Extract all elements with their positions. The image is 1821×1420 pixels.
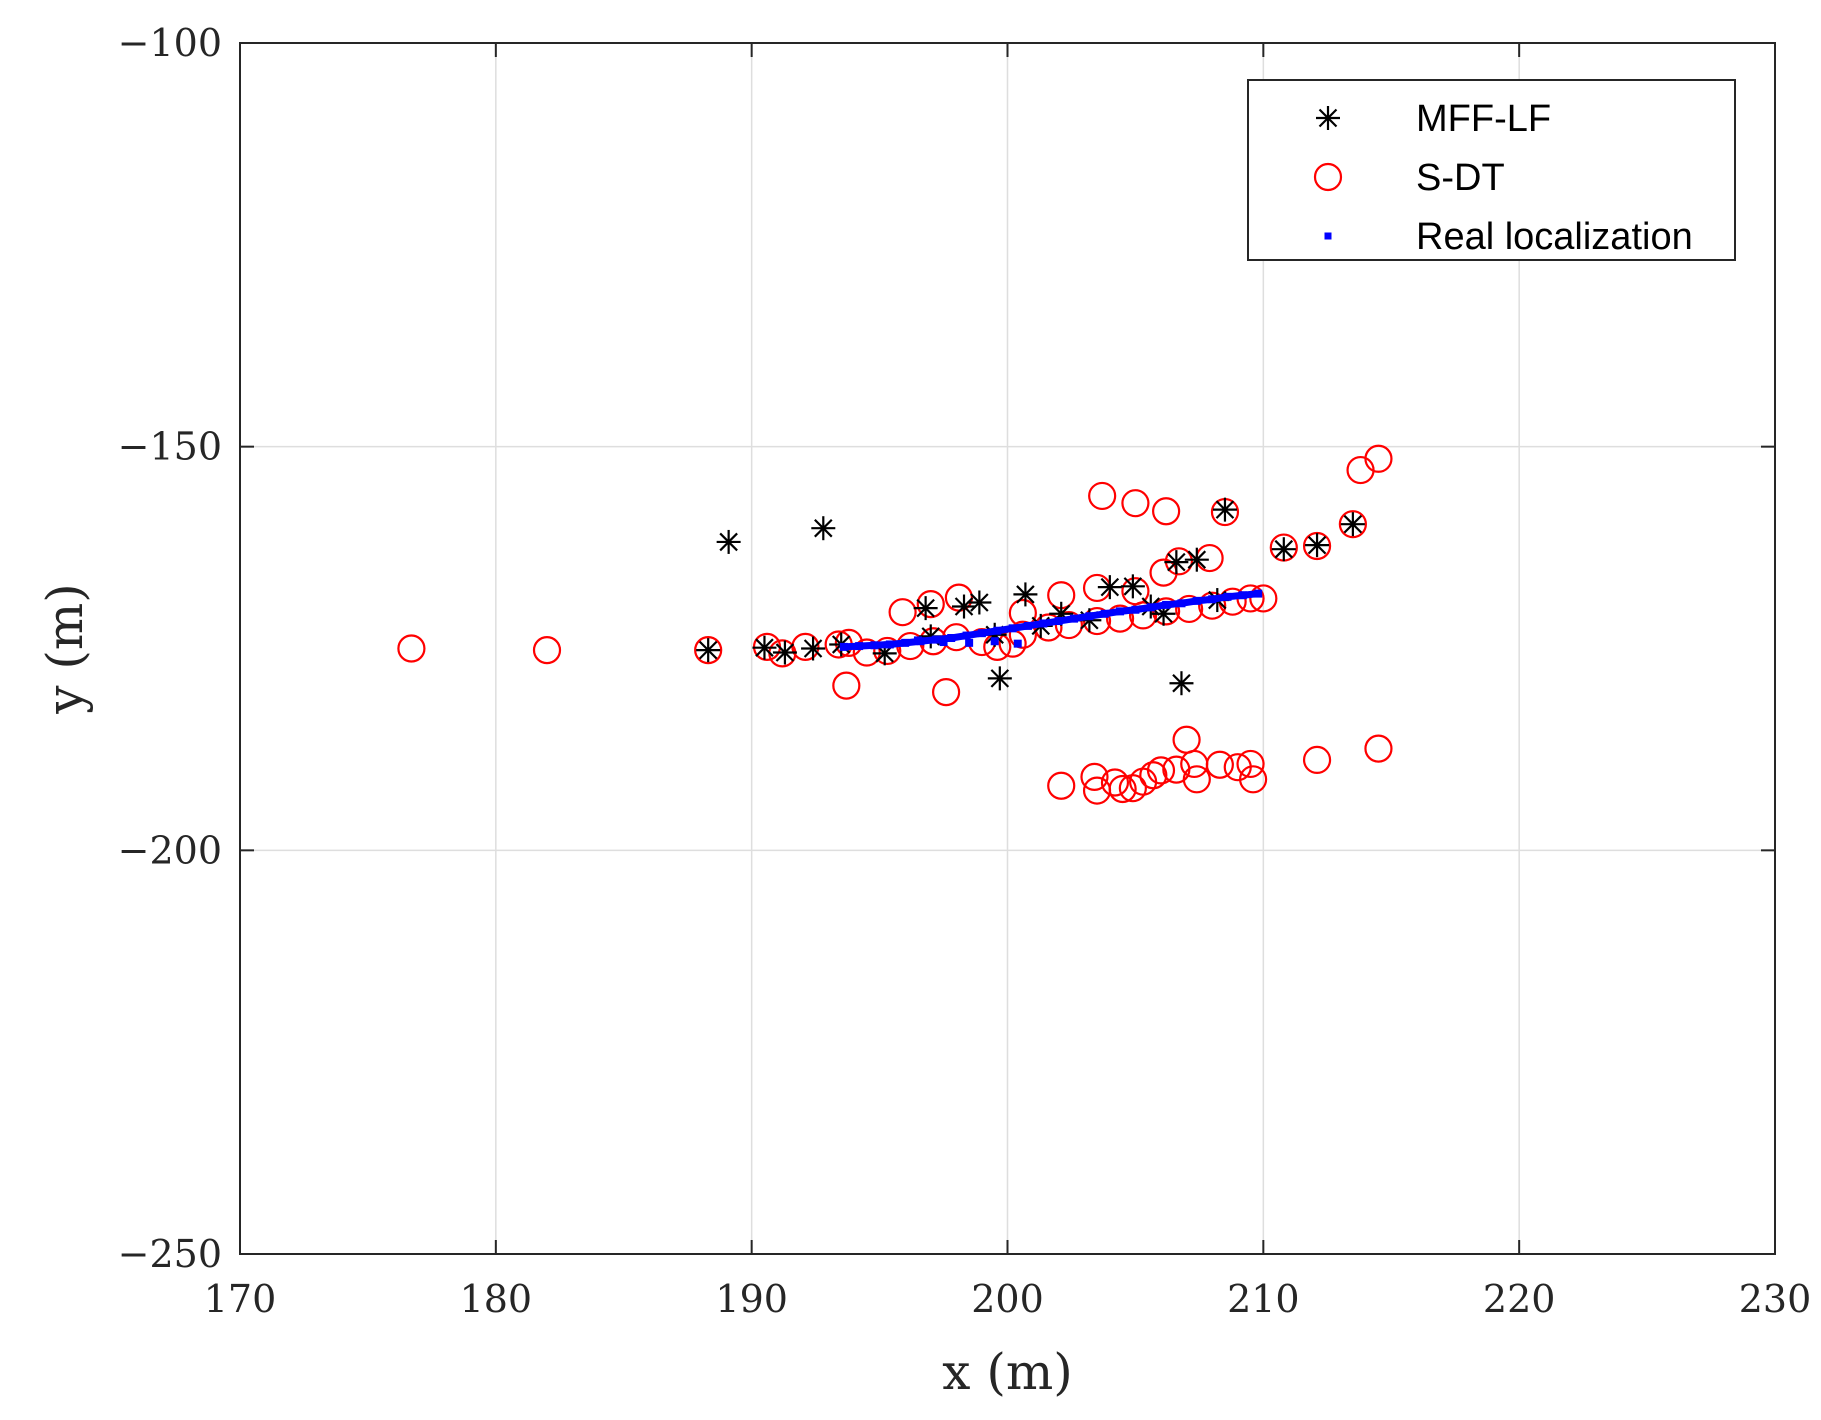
real-localization-point (990, 637, 999, 646)
mff-lf-point (987, 666, 1012, 691)
legend-marker-s-dt (1313, 162, 1343, 192)
s-dt-point (1121, 489, 1150, 518)
s-dt-point (1205, 750, 1234, 779)
s-dt-point (1100, 768, 1130, 797)
y-tick-label: −200 (118, 828, 222, 872)
mff-lf-point (1271, 537, 1296, 562)
s-dt-point (873, 636, 902, 666)
mff-lf-point (1212, 497, 1237, 522)
s-dt-point (1302, 531, 1332, 561)
s-dt-point (1364, 734, 1393, 763)
x-tick-label: 230 (1739, 1277, 1812, 1321)
legend-marker-real-localization (1324, 232, 1332, 240)
mff-lf-point (772, 640, 797, 665)
mff-lf-point (716, 529, 741, 554)
legend-label-s-dt: S-DT (1416, 157, 1505, 199)
s-dt-point (1236, 749, 1265, 779)
s-dt-point (1008, 620, 1037, 649)
s-dt-point (1105, 604, 1135, 633)
x-tick-label: 190 (715, 1277, 788, 1321)
s-dt-point (532, 636, 562, 665)
x-tick-label: 200 (971, 1277, 1044, 1321)
x-tick-label: 170 (204, 1277, 277, 1321)
mff-lf-point (1013, 582, 1038, 607)
x-axis-label: x (m) (942, 1343, 1073, 1401)
s-dt-point (1338, 510, 1367, 539)
legend-label-real-localization: Real localization (1416, 216, 1693, 258)
s-dt-point (916, 589, 945, 619)
s-dt-point (1198, 591, 1227, 620)
s-dt-point (1249, 584, 1278, 613)
mff-lf-point (752, 635, 777, 660)
s-dt-point (397, 634, 426, 663)
mff-lf-point (696, 638, 721, 663)
mff-lf-point (1097, 575, 1122, 600)
mff-lf-point (1305, 533, 1330, 558)
s-dt-point (1238, 765, 1268, 794)
mff-lf-point (1120, 574, 1145, 599)
s-dt-point (1364, 444, 1393, 473)
legend-box (1247, 79, 1736, 261)
s-dt-point (931, 677, 961, 707)
mff-lf-point (811, 516, 836, 541)
mff-lf-point (1169, 671, 1194, 696)
x-tick-label: 210 (1227, 1277, 1300, 1321)
s-dt-point (832, 671, 861, 700)
y-tick-label: −100 (118, 21, 222, 65)
mff-lf-point (952, 594, 977, 619)
s-dt-point (1047, 771, 1076, 800)
tick-labels: 170 180 190 200 210 220 230 −250 −200 −150 −100 (118, 21, 1812, 1321)
legend-label-mff-lf: MFF-LF (1416, 98, 1551, 140)
s-dt-point (1139, 761, 1168, 790)
s-dt-point (1121, 577, 1150, 606)
y-axis-label: y (m) (36, 583, 94, 715)
s-dt-point (888, 598, 917, 627)
s-dt-point (791, 632, 820, 661)
s-dt-point (1302, 745, 1332, 775)
mff-lf-point (801, 636, 826, 661)
y-tick-label: −250 (118, 1232, 222, 1276)
s-dt-point (1108, 774, 1137, 804)
real-localization-point (1013, 639, 1022, 648)
mff-lf-point (913, 596, 938, 621)
plot-frame (239, 42, 1776, 1255)
s-dt-point (1152, 497, 1181, 526)
series-mff-lf (696, 497, 1365, 696)
series-real-localization (839, 589, 1263, 651)
x-tick-label: 180 (460, 1277, 533, 1321)
s-dt-point (1054, 610, 1084, 640)
s-dt-point (1175, 594, 1204, 624)
real-localization-point (965, 638, 974, 647)
real-localization-track (840, 590, 1262, 651)
x-tick-label: 220 (1483, 1277, 1556, 1321)
s-dt-point (694, 636, 723, 665)
s-dt-point (1080, 762, 1109, 791)
mff-lf-point (967, 590, 992, 615)
legend-marker-mff-lf (1316, 106, 1340, 130)
mff-lf-point (1340, 512, 1365, 537)
s-dt-point (1146, 756, 1176, 785)
s-dt-point (1088, 481, 1117, 511)
y-tick-label: −150 (118, 425, 222, 469)
mff-lf-point (1184, 547, 1209, 572)
data-points (397, 444, 1393, 805)
legend: MFF-LF S-DT Real localization (1247, 79, 1736, 261)
s-dt-point (1182, 765, 1211, 794)
s-dt-point (1152, 597, 1181, 626)
mff-lf-point (1164, 550, 1189, 575)
